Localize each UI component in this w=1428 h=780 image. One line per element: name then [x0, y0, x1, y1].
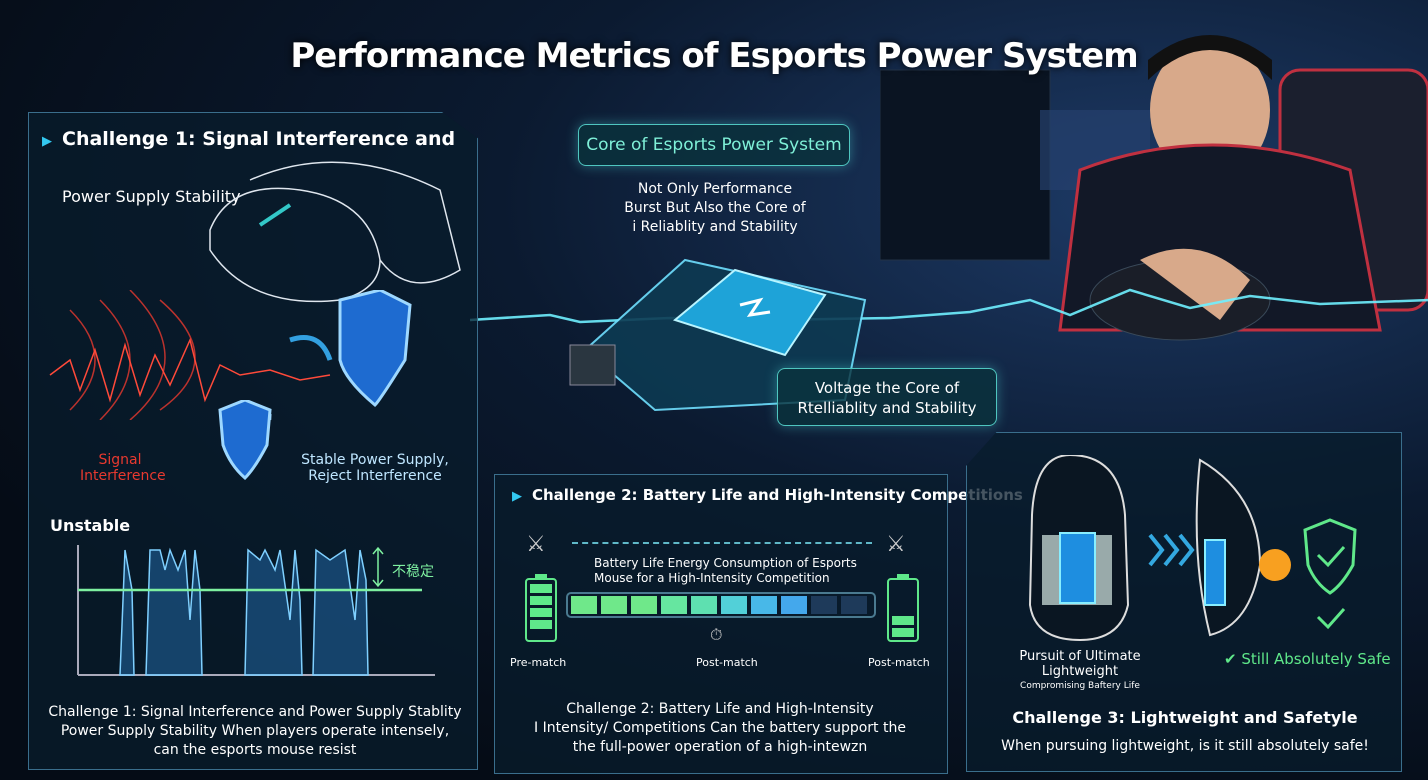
bar-label-line: Battery Life Energy Consumption of Espor… [594, 556, 857, 570]
caption-line: Challenge 1: Signal Interference and Pow… [48, 704, 462, 720]
battery-segment [751, 596, 777, 614]
challenge-1-caption: Challenge 1: Signal Interference and Pow… [40, 703, 470, 760]
label-line: Pursuit of Ultimate [1019, 649, 1141, 664]
core-description: Not Only Performance Burst But Also the … [580, 180, 850, 237]
caption-line: I Intensity/ Competitions Can the batter… [534, 720, 906, 736]
core-title: Core of Esports Power System [586, 135, 842, 155]
small-shield-icon [218, 400, 272, 480]
battery-segment [811, 596, 837, 614]
desc-line: Not Only Performance [637, 181, 793, 197]
voltage-line: Rtelliablity and Stability [797, 399, 977, 417]
label-line: Lightweight [1041, 664, 1119, 679]
battery-segment [661, 596, 687, 614]
signal-pulses [119, 547, 369, 676]
battery-segment [841, 596, 867, 614]
bar-label-line: Mouse for a High-Intensity Competition [594, 571, 830, 585]
battery-progress-bar [566, 592, 876, 618]
battery-low-icon [887, 574, 919, 642]
signal-chart [77, 545, 435, 676]
signal-interference-label: Signal Interference [80, 452, 166, 484]
caption-line: the full-power operation of a high-intew… [572, 739, 868, 755]
battery-segment [571, 596, 597, 614]
battery-life-sublabel: Compromising Baftery Life [1020, 681, 1140, 691]
challenge-3-caption: When pursuing lightweight, is it still a… [1001, 738, 1369, 754]
safe-label-text: Still Absolutely Safe [1241, 650, 1391, 668]
crossed-swords-icon: ⚔ [526, 532, 546, 557]
unstable-label: Unstable [50, 516, 131, 535]
triangle-icon: ▶ [512, 489, 522, 504]
challenge-2-header: ▶ Challenge 2: Battery Life and High-Inte… [512, 486, 1023, 504]
page-title: Performance Metrics of Esports Power Sys… [290, 36, 1138, 76]
challenge-3-title: Challenge 3: Lightweight and Safetyle [1012, 708, 1358, 727]
timer-icon: ⏱ [710, 625, 723, 644]
unstable-annotation: 不稳定 [392, 564, 434, 580]
mouse-battery-illustration [1028, 455, 1357, 642]
caption-line: Challenge 2: Battery Life and High-Inten… [566, 701, 874, 717]
challenge-2-caption: Challenge 2: Battery Life and High-Inten… [500, 700, 940, 757]
post-match-label: Post-match [696, 656, 758, 669]
gamer-illustration [880, 35, 1428, 341]
challenge-1-subheader: Power Supply Stability [62, 187, 241, 206]
battery-segment [781, 596, 807, 614]
voltage-line: Voltage the Core of [814, 379, 960, 397]
pre-match-label: Pre-match [510, 656, 567, 669]
desc-line: i Reliablity and Stability [632, 219, 798, 235]
challenge-2-header-text: Challenge 2: Battery Life and High-Inten… [532, 486, 1023, 504]
challenge-1-header: ▶ Challenge 1: Signal Interference and [42, 128, 455, 150]
mouse-hand-illustration [209, 161, 461, 303]
battery-segment [691, 596, 717, 614]
challenge-2-panel [494, 474, 948, 774]
voltage-box: Voltage the Core of Rtelliablity and Sta… [777, 368, 997, 426]
caption-line: Power Supply Stability When players oper… [60, 723, 450, 739]
desc-line: Burst But Also the Core of [624, 200, 806, 216]
safe-label: ✔ Still Absolutely Safe [1224, 650, 1391, 668]
crossed-swords-end-icon: ⚔ [886, 532, 906, 557]
stable-supply-label: Stable Power Supply, Reject Interference [301, 452, 449, 484]
caption-line: can the esports mouse resist [153, 742, 357, 758]
battery-bar-label: Battery Life Energy Consumption of Espor… [594, 556, 857, 586]
battery-segment [601, 596, 627, 614]
post-match-end-label: Post-match [868, 656, 930, 669]
range-arrow-icon [372, 546, 384, 588]
battery-segment [631, 596, 657, 614]
triangle-icon: ▶ [42, 134, 52, 149]
timeline-arrow [572, 542, 872, 544]
check-icon: ✔ [1224, 650, 1242, 668]
battery-segment [721, 596, 747, 614]
lightweight-label: Pursuit of Ultimate Lightweight Compromi… [1000, 649, 1160, 694]
energy-beam [470, 288, 1428, 324]
battery-full-icon [525, 574, 557, 642]
core-title-box: Core of Esports Power System [578, 124, 850, 166]
challenge-1-header-text: Challenge 1: Signal Interference and [62, 128, 456, 150]
